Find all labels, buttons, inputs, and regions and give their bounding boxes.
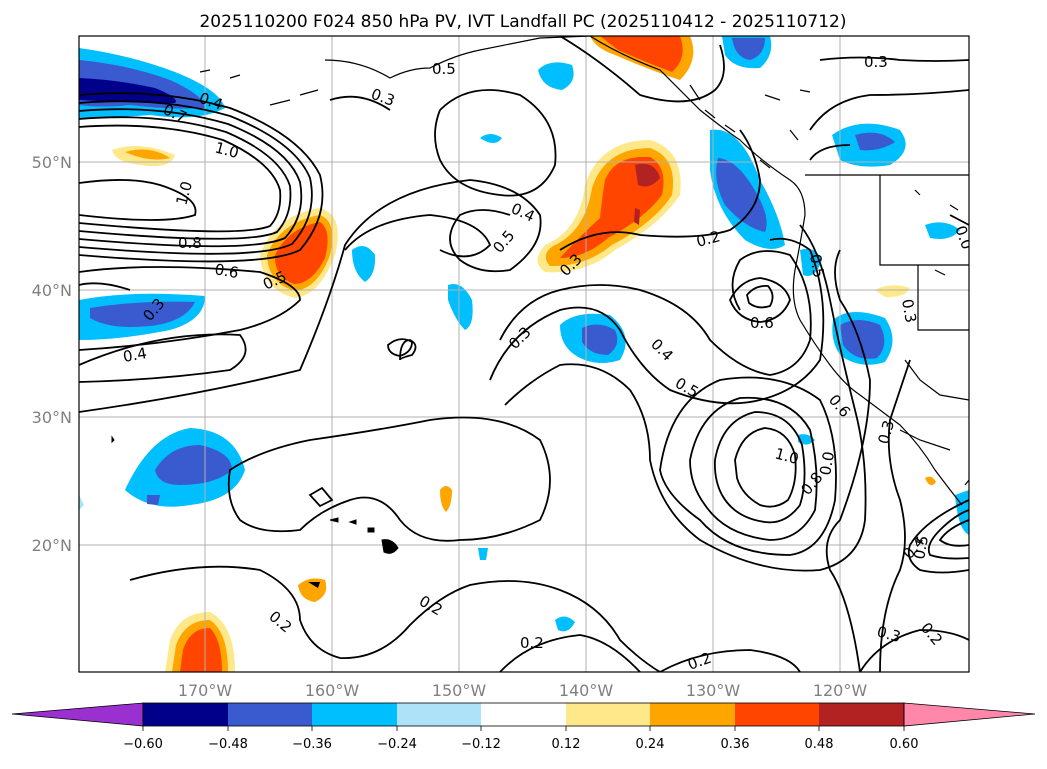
contour-label: 0.6 bbox=[213, 260, 240, 282]
contour-label: 0.0 bbox=[816, 450, 838, 477]
colorbar-extend-left bbox=[11, 702, 144, 727]
latitude-labels: 50°N 40°N 30°N 20°N bbox=[32, 153, 72, 555]
colorbar-tick-label: −0.60 bbox=[123, 737, 163, 752]
lon-label: 120°W bbox=[813, 681, 868, 700]
colorbar-tick-label: 0.24 bbox=[636, 737, 665, 752]
contour-label: 0.5 bbox=[910, 534, 932, 561]
longitude-labels: 170°W 160°W 150°W 140°W 130°W 120°W bbox=[178, 681, 868, 700]
contour-label: 0.2 bbox=[520, 634, 544, 652]
contour-label: 0.8 bbox=[178, 234, 202, 252]
contour-label: 0.3 bbox=[864, 53, 888, 71]
colorbar-segment bbox=[819, 703, 904, 726]
colorbar-segment bbox=[735, 703, 819, 726]
colorbar-segment bbox=[650, 703, 735, 726]
lon-label: 130°W bbox=[686, 681, 741, 700]
colorbar-segment bbox=[397, 703, 481, 726]
lat-label: 40°N bbox=[32, 281, 72, 300]
map-frame bbox=[78, 35, 970, 673]
contour-label: 1.0 bbox=[172, 179, 196, 207]
colorbar-segment bbox=[312, 703, 397, 726]
colorbar-segment bbox=[228, 703, 312, 726]
lat-label: 20°N bbox=[32, 536, 72, 555]
colorbar-segment bbox=[481, 703, 566, 726]
lat-label: 50°N bbox=[32, 153, 72, 172]
colorbar-tick-label: 0.36 bbox=[721, 737, 750, 752]
colorbar-extend-right bbox=[903, 702, 1036, 727]
lon-label: 150°W bbox=[432, 681, 487, 700]
colorbar-segment bbox=[143, 703, 228, 726]
lon-label: 160°W bbox=[305, 681, 360, 700]
colorbar-tick-label: −0.24 bbox=[377, 737, 417, 752]
colorbar-frame bbox=[142, 702, 905, 727]
colorbar-tick-label: 0.12 bbox=[552, 737, 581, 752]
colorbar-tick-label: 0.48 bbox=[805, 737, 834, 752]
coastlines bbox=[199, 36, 969, 506]
contour-label: 0.3 bbox=[874, 418, 898, 446]
islands bbox=[111, 435, 399, 554]
colorbar-tick-label: 0.60 bbox=[890, 737, 919, 752]
contour-label: 1.0 bbox=[773, 444, 801, 468]
positive-anomaly-fill bbox=[112, 36, 936, 672]
contour-label: 1.0 bbox=[213, 138, 241, 162]
colorbar: −0.60 −0.48 −0.36 −0.24 −0.12 0.12 0.24 … bbox=[11, 702, 1036, 752]
figure-title: 2025110200 F024 850 hPa PV, IVT Landfall… bbox=[199, 12, 846, 32]
colorbar-tick-label: −0.36 bbox=[292, 737, 332, 752]
contour-label: 0.3 bbox=[898, 298, 920, 325]
graticule bbox=[79, 36, 969, 672]
contour-label: 0.5 bbox=[432, 60, 456, 78]
colorbar-tick-label: −0.12 bbox=[461, 737, 501, 752]
lat-label: 30°N bbox=[32, 408, 72, 427]
colorbar-segment bbox=[566, 703, 650, 726]
contour-label: 0.4 bbox=[122, 344, 149, 366]
map-area: 0.5 0.3 0.3 0.4 0.7 1.0 1.0 0.8 0.6 0.5 … bbox=[79, 36, 969, 674]
contour-label: 0.6 bbox=[750, 314, 774, 332]
contour-label: 0.3 bbox=[875, 622, 903, 646]
pv-contours bbox=[79, 36, 969, 672]
lon-label: 170°W bbox=[178, 681, 233, 700]
contour-label: 0.2 bbox=[694, 227, 722, 251]
colorbar-tick-label: −0.48 bbox=[208, 737, 248, 752]
lon-label: 140°W bbox=[559, 681, 614, 700]
contour-label: 0.5 bbox=[806, 253, 828, 280]
contour-label: 0.2 bbox=[685, 649, 714, 674]
